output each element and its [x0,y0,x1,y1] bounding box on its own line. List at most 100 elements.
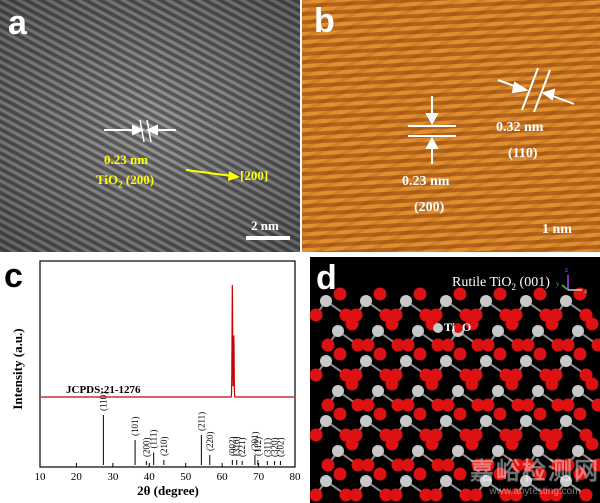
axis-triad [561,275,582,291]
titanium-atom [440,355,452,367]
titanium-atom [412,385,424,397]
panel-letter-a: a [8,4,27,42]
watermark-url: www.anytesting.com [489,486,581,497]
x-tick-label: 30 [107,471,119,483]
oxygen-atom [373,287,387,301]
panel-letter-d: d [316,259,337,297]
oxygen-atom [389,488,403,502]
oxygen-atom [321,338,335,352]
x-tick-label: 70 [253,471,265,483]
oxygen-atom [391,458,405,472]
oxygen-atom [425,377,439,391]
oxygen-atom [391,398,405,412]
oxygen-atom [493,467,507,481]
oxygen-atom [321,458,335,472]
oxygen-atom [533,287,547,301]
titanium-atom [400,475,412,487]
x-tick-label: 60 [217,471,229,483]
titanium-atom [532,445,544,457]
oxygen-atom [533,407,547,421]
oxygen-atom [379,488,393,502]
titanium-atom [360,475,372,487]
titanium-atom [492,445,504,457]
oxygen-atom [465,437,479,451]
reference-hkl-label: (202) [275,438,285,458]
oxygen-atom [551,398,565,412]
direction-arrow-200 [185,169,240,181]
oxygen-atom [459,488,473,502]
axis-x-label: x [584,287,588,295]
titanium-atom [480,295,492,307]
titanium-atom [320,355,332,367]
axis-y-label: y [556,280,560,288]
oxygen-atom [579,488,593,502]
oxygen-atom [509,488,523,502]
oxygen-atom [345,377,359,391]
oxygen-atom [511,338,525,352]
panel-c-xrd: 10 20 30 40 50 60 70 80 (110) (101) (200) (111) (21… [0,257,305,503]
titanium-atom [452,445,464,457]
titanium-atom [560,295,572,307]
oxygen-atom [549,488,563,502]
filtered-image [302,0,600,252]
phase-label-a: TiO2 (200) [96,172,154,190]
x-tick-label: 40 [144,471,156,483]
oxygen-atom [321,398,335,412]
titanium-atom [332,325,344,337]
titanium-atom [560,355,572,367]
oxygen-atom [551,338,565,352]
titanium-atom [332,445,344,457]
titanium-atom [532,385,544,397]
oxygen-atom [561,458,575,472]
oxygen-atom [401,338,415,352]
oxygen-atom [385,377,399,391]
oxygen-atom [505,317,519,331]
oxygen-atom [401,398,415,412]
titanium-atom [572,325,584,337]
reference-label: JCPDS:21-1276 [66,384,141,396]
titanium-atom [560,415,572,427]
oxygen-atom [413,407,427,421]
oxygen-atom [561,338,575,352]
oxygen-atom [361,338,375,352]
reference-hkl-label: (301) [250,432,260,452]
reference-hkl-label: (311) [262,438,272,457]
titanium-atom [400,295,412,307]
oxygen-atom [481,398,495,412]
oxygen-atom [511,458,525,472]
oxygen-atom [573,407,587,421]
titanium-atom [492,385,504,397]
oxygen-atom [591,338,600,352]
oxygen-atom [493,407,507,421]
oxygen-atom [345,317,359,331]
oxygen-atom [425,437,439,451]
oxygen-atom [591,398,600,412]
oxygen-atom [453,287,467,301]
oxygen-atom [441,458,455,472]
oxygen-atom [373,347,387,361]
oxygen-atom [361,458,375,472]
oxygen-atom [453,467,467,481]
oxygen-atom [481,458,495,472]
oxygen-atom [481,338,495,352]
oxygen-atom [419,488,433,502]
reference-hkl-label: (200) [141,438,151,458]
scale-label-b: 1 nm [542,222,572,237]
oxygen-atom [333,347,347,361]
panel-a-hrtem: a 0.23 nm TiO2 (200) [200] 2 nm [0,0,300,252]
oxygen-atom [471,398,485,412]
oxygen-atom [573,347,587,361]
oxygen-atom [310,368,323,382]
titanium-atom [320,295,332,307]
spacing-marker-200 [408,96,456,164]
oxygen-atom [351,458,365,472]
plane-110-label: (110) [508,146,538,161]
watermark: 嘉峪检测网 www.anytesting.com [470,451,600,497]
structure-title-suffix: (001) [516,275,550,290]
oxygen-atom [333,467,347,481]
oxygen-atom [441,398,455,412]
titanium-atom [412,445,424,457]
oxygen-atom [385,317,399,331]
titanium-atom [412,325,424,337]
oxygen-atom [310,428,323,442]
